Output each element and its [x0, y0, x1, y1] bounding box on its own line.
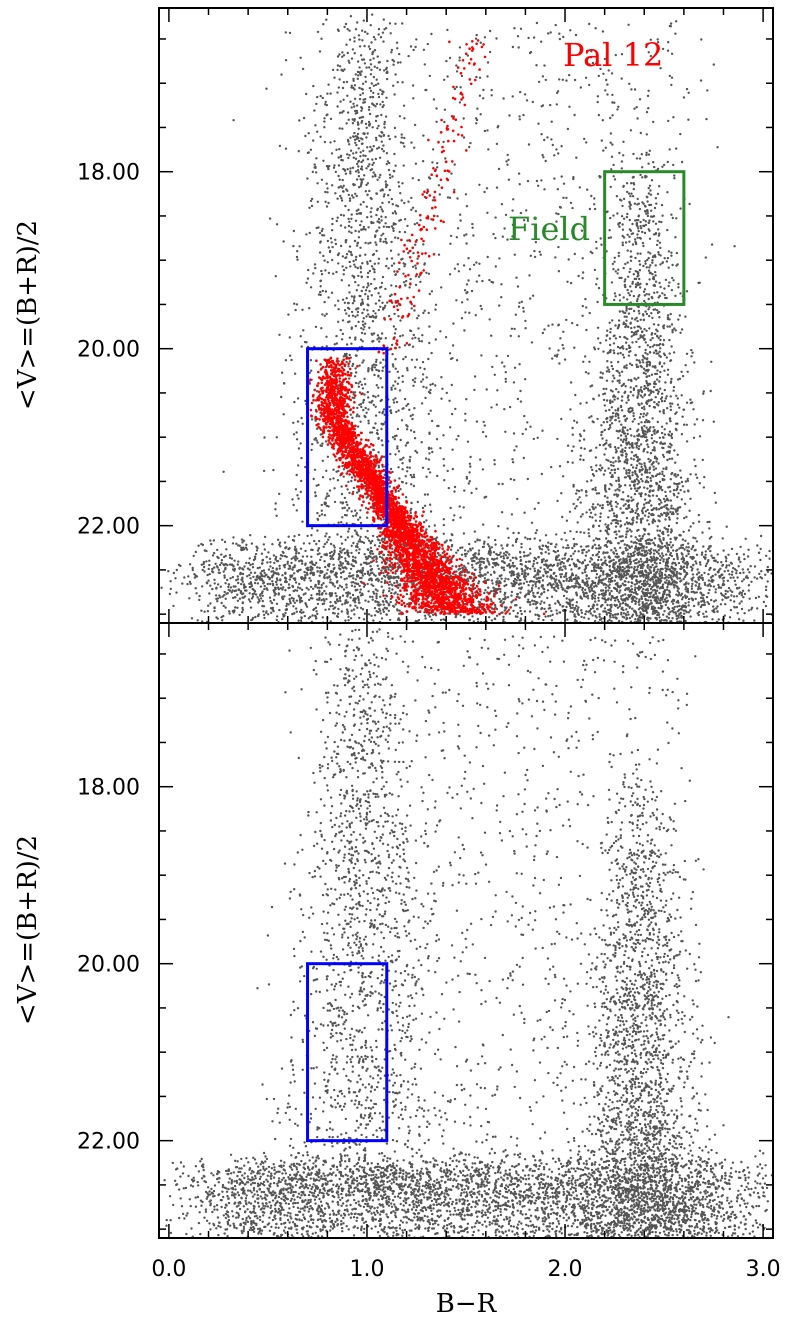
y-tick-label: 18.00 [77, 161, 140, 186]
y-tick-label: 20.00 [77, 953, 140, 978]
x-tick-label: 2.0 [548, 1257, 583, 1282]
bottom-x-tick-labels: 0.0 1.0 2.0 3.0 [151, 1257, 780, 1282]
bottom-y-axis-title: <V>=(B+R)/2 [13, 835, 43, 1025]
bottom-ticks [159, 623, 773, 1238]
bottom-panel: 18.00 20.00 22.00 0.0 1.0 2.0 3.0 <V>=(B+R)/2… [13, 623, 781, 1319]
y-tick-label: 22.00 [77, 1130, 140, 1155]
cluster-selection-box [306, 962, 389, 1143]
top-y-axis-title: <V>=(B+R)/2 [13, 220, 43, 410]
pal12-label: Pal 12 [563, 36, 663, 74]
cluster-selection-box [306, 347, 389, 528]
field-selection-box [603, 170, 686, 306]
x-tick-label: 3.0 [746, 1257, 781, 1282]
x-tick-label: 0.0 [151, 1257, 186, 1282]
bottom-y-tick-labels: 18.00 20.00 22.00 [77, 776, 140, 1155]
x-tick-label: 1.0 [350, 1257, 385, 1282]
top-panel: 18.00 20.00 22.00 <V>=(B+R)/2 Pal 12 Field [13, 8, 774, 625]
field-label: Field [508, 210, 590, 248]
top-selection-boxes [306, 170, 686, 528]
y-tick-label: 22.00 [77, 515, 140, 540]
top-y-tick-labels: 18.00 20.00 22.00 [77, 161, 140, 540]
bottom-scatter-points [163, 628, 774, 1240]
bottom-selection-boxes [306, 962, 389, 1143]
bottom-plot-frame [158, 622, 774, 1239]
x-axis-title: B−R [436, 1289, 498, 1319]
top-scatter-points [160, 13, 774, 625]
y-tick-label: 18.00 [77, 776, 140, 801]
top-ticks [159, 8, 773, 623]
y-tick-label: 20.00 [77, 338, 140, 363]
